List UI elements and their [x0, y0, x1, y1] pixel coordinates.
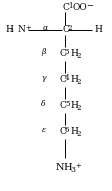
Text: H: H — [69, 75, 77, 84]
Text: +: + — [25, 24, 30, 32]
Text: ε: ε — [42, 126, 46, 134]
Text: C: C — [62, 3, 69, 12]
Text: 3: 3 — [69, 166, 74, 174]
Text: 6: 6 — [64, 126, 69, 134]
Text: H: H — [5, 26, 13, 35]
Text: 1: 1 — [67, 2, 72, 10]
Text: +: + — [74, 162, 80, 170]
Text: H: H — [69, 128, 77, 137]
Text: N: N — [18, 26, 26, 35]
Text: H: H — [69, 101, 77, 111]
Text: H: H — [93, 26, 101, 35]
Text: 2: 2 — [76, 104, 81, 112]
Text: 3: 3 — [64, 48, 69, 56]
Text: H: H — [62, 163, 71, 172]
Text: H: H — [69, 49, 77, 58]
Text: 4: 4 — [64, 74, 69, 82]
Text: −: − — [85, 2, 92, 11]
Text: OO: OO — [72, 3, 87, 12]
Text: 2: 2 — [76, 78, 81, 86]
Text: ₃: ₃ — [10, 26, 14, 35]
Text: C: C — [59, 128, 66, 137]
Text: α: α — [42, 24, 48, 32]
Text: 5: 5 — [64, 100, 69, 108]
Text: N: N — [56, 163, 64, 172]
Text: β: β — [41, 48, 46, 56]
Text: C: C — [59, 49, 66, 58]
Text: C: C — [62, 26, 69, 35]
Text: γ: γ — [41, 74, 46, 82]
Text: δ: δ — [41, 100, 46, 108]
Text: C: C — [59, 75, 66, 84]
Text: 2: 2 — [76, 130, 81, 138]
Text: 2: 2 — [76, 52, 81, 60]
Text: 2: 2 — [67, 24, 72, 32]
Text: C: C — [59, 101, 66, 111]
